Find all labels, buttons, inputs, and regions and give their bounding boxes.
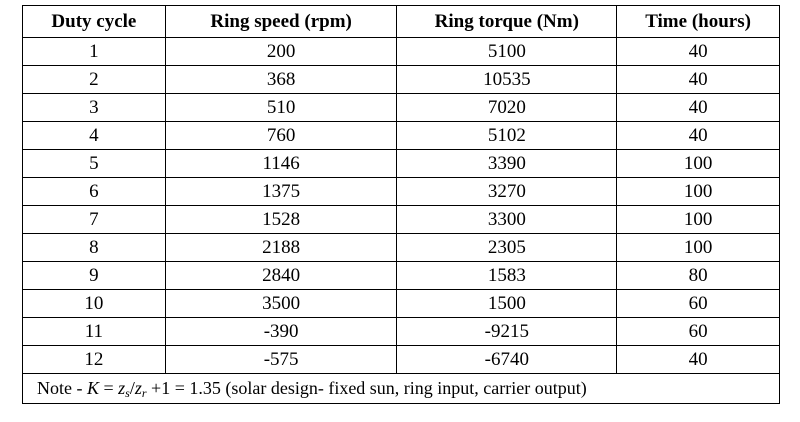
cell: -575 — [164, 345, 398, 374]
cell: 3390 — [396, 149, 618, 178]
cell: 2840 — [164, 261, 398, 290]
cell: 10535 — [396, 65, 618, 94]
cell: 12 — [22, 345, 166, 374]
cell: 510 — [164, 93, 398, 122]
column-header: Ring speed (rpm) — [164, 5, 398, 38]
cell: 5100 — [396, 37, 618, 66]
data-row: 7 1528 3300 100 — [22, 205, 780, 234]
cell: 7 — [22, 205, 166, 234]
note-row: Note - K = zs/zr +1 = 1.35 (solar design… — [22, 373, 780, 404]
cell: 5 — [22, 149, 166, 178]
cell: 200 — [164, 37, 398, 66]
note-part: z — [118, 378, 126, 398]
note: Note - K = zs/zr +1 = 1.35 (solar design… — [22, 373, 780, 404]
note-part: / — [129, 378, 135, 398]
cell: 1146 — [164, 149, 398, 178]
cell: 3500 — [164, 289, 398, 318]
cell: 7020 — [396, 93, 618, 122]
cell: 9 — [22, 261, 166, 290]
cell: 6 — [22, 177, 166, 206]
cell: 368 — [164, 65, 398, 94]
cell: 60 — [616, 317, 780, 346]
cell: 8 — [22, 233, 166, 262]
data-row: 12 -575 -6740 40 — [22, 345, 780, 374]
cell: 100 — [616, 177, 780, 206]
cell: 1528 — [164, 205, 398, 234]
cell: 4 — [22, 121, 166, 150]
data-row: 3 510 7020 40 — [22, 93, 780, 122]
cell: 40 — [616, 65, 780, 94]
data-row: 2 368 10535 40 — [22, 65, 780, 94]
note-part: r — [141, 386, 147, 400]
note-part: = — [99, 378, 119, 398]
cell: 3 — [22, 93, 166, 122]
cell: 100 — [616, 205, 780, 234]
cell: 11 — [22, 317, 166, 346]
cell: 3300 — [396, 205, 618, 234]
cell: 80 — [616, 261, 780, 290]
cell: 40 — [616, 121, 780, 150]
cell: 100 — [616, 233, 780, 262]
note-part: s — [125, 386, 130, 400]
note-part: +1 = 1.35 (solar design- fixed sun, ring… — [146, 378, 587, 398]
cell: 1 — [22, 37, 166, 66]
cell: 2188 — [164, 233, 398, 262]
data-row: 10 3500 1500 60 — [22, 289, 780, 318]
cell: 760 — [164, 121, 398, 150]
column-header: Time (hours) — [616, 5, 780, 38]
note-part: K — [86, 378, 99, 398]
data-row: 4 760 5102 40 — [22, 121, 780, 150]
data-row: 11 -390 -9215 60 — [22, 317, 780, 346]
cell: -9215 — [396, 317, 618, 346]
data-row: 6 1375 3270 100 — [22, 177, 780, 206]
column-header: Ring torque (Nm) — [396, 5, 618, 38]
cell: 10 — [22, 289, 166, 318]
cell: 2 — [22, 65, 166, 94]
cell: 1583 — [396, 261, 618, 290]
cell: 5102 — [396, 121, 618, 150]
note-part: Note - — [37, 378, 87, 398]
cell: 1500 — [396, 289, 618, 318]
cell: 60 — [616, 289, 780, 318]
data-row: 8 2188 2305 100 — [22, 233, 780, 262]
data-row: 9 2840 1583 80 — [22, 261, 780, 290]
cell: 40 — [616, 93, 780, 122]
cell: -390 — [164, 317, 398, 346]
cell: 100 — [616, 149, 780, 178]
data-row: 1 200 5100 40 — [22, 37, 780, 66]
duty-cycle-table: Duty cycle Ring speed (rpm) Ring torque (N… — [22, 5, 780, 404]
cell: 2305 — [396, 233, 618, 262]
note-part: z — [134, 378, 142, 398]
header-row: Duty cycle Ring speed (rpm) Ring torque (N… — [22, 5, 780, 38]
data-row: 5 1146 3390 100 — [22, 149, 780, 178]
cell: 3270 — [396, 177, 618, 206]
cell: 1375 — [164, 177, 398, 206]
column-header: Duty cycle — [22, 5, 166, 38]
cell: -6740 — [396, 345, 618, 374]
table-container: Duty cycle Ring speed (rpm) Ring torque (N… — [22, 5, 780, 404]
cell: 40 — [616, 37, 780, 66]
cell: 40 — [616, 345, 780, 374]
